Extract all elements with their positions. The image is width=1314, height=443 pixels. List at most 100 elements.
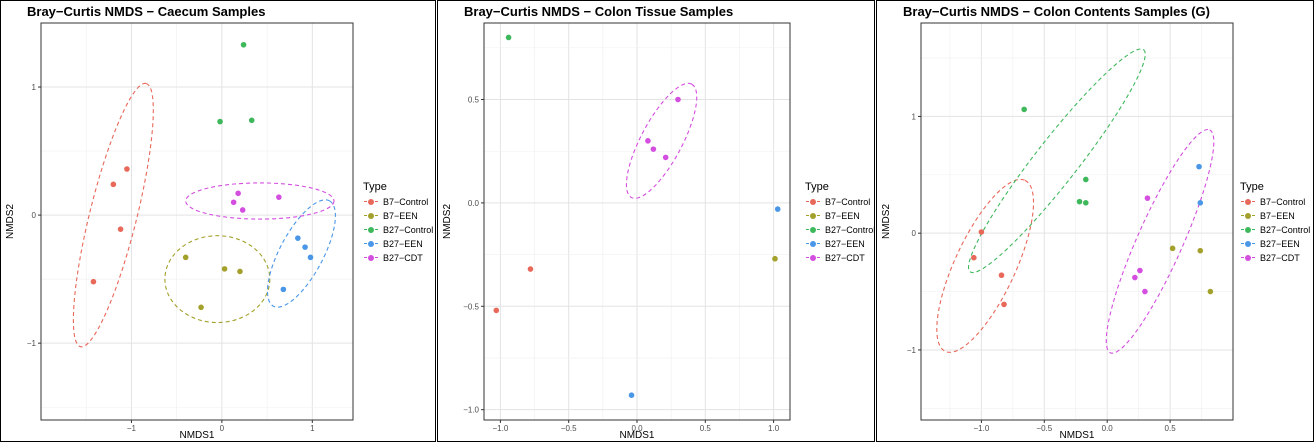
legend-label: B7−Control bbox=[383, 197, 429, 207]
data-point bbox=[240, 41, 247, 48]
data-point bbox=[1132, 274, 1138, 281]
y-tick-label: 1 bbox=[912, 112, 917, 121]
x-axis-label: NMDS1 bbox=[179, 430, 214, 441]
data-point bbox=[239, 207, 246, 213]
y-axis-label: NMDS2 bbox=[5, 204, 16, 239]
legend-dot bbox=[810, 227, 816, 233]
legend-item: B27−EEN bbox=[805, 237, 875, 251]
y-axis-label: NMDS2 bbox=[442, 204, 453, 239]
gridlines bbox=[484, 23, 790, 420]
data-point bbox=[198, 304, 204, 311]
data-point bbox=[307, 254, 314, 261]
legend-item: B27−CDT bbox=[363, 251, 433, 265]
data-layer bbox=[493, 34, 781, 398]
data-point bbox=[1196, 163, 1202, 170]
legend-key bbox=[805, 238, 821, 250]
y-tick-label: 0.0 bbox=[468, 199, 480, 208]
data-point bbox=[662, 154, 669, 161]
legend-label: B27−EEN bbox=[383, 239, 423, 249]
data-point bbox=[221, 266, 228, 272]
legend-dot bbox=[368, 213, 374, 219]
legend-item: B7−EEN bbox=[805, 209, 875, 223]
data-point bbox=[527, 266, 534, 272]
legend-dot bbox=[368, 199, 374, 205]
data-point bbox=[235, 190, 241, 197]
x-tick-label: −1.0 bbox=[492, 424, 508, 433]
legend-dot bbox=[810, 213, 816, 219]
x-tick-label: 0 bbox=[220, 424, 225, 433]
chart-panel-caecum: −1 0 1 −1 0 1 NMDS1 NMDS2 Bray−Curtis NMDS − Ca… bbox=[0, 0, 436, 442]
legend-label: B27−EEN bbox=[1260, 239, 1300, 249]
chart-title: Bray−Curtis NMDS − Colon Contents Sample… bbox=[903, 4, 1210, 19]
legend-dot bbox=[1245, 241, 1251, 247]
x-tick-label: −0.5 bbox=[1036, 424, 1052, 433]
confidence-ellipse bbox=[164, 235, 271, 324]
data-point bbox=[650, 146, 657, 152]
data-point bbox=[280, 286, 287, 293]
data-point bbox=[117, 226, 124, 232]
legend-item: B7−Control bbox=[1240, 195, 1310, 209]
legend-key bbox=[363, 238, 379, 250]
chart-panel-colon-tissue: −1.0 −0.5 0.0 0.5 1.0 −1.0 −0.5 0.0 0.5 NMDS1 NMDS… bbox=[437, 0, 875, 442]
legend-label: B7−EEN bbox=[1260, 211, 1295, 221]
plot-colon-contents: −1.0 −0.5 0.0 0.5 −1 0 1 NMDS1 NMDS2 bbox=[881, 22, 1234, 441]
legend-label: B27−EEN bbox=[825, 239, 865, 249]
legend-key bbox=[805, 210, 821, 222]
data-point bbox=[1169, 245, 1176, 252]
legend-label: B7−EEN bbox=[383, 211, 418, 221]
legend-item: B27−EEN bbox=[363, 237, 433, 251]
plot-caecum: −1 0 1 −1 0 1 NMDS1 NMDS2 bbox=[5, 22, 354, 441]
data-point bbox=[774, 206, 781, 212]
data-point bbox=[1083, 176, 1089, 183]
x-axis-label: NMDS1 bbox=[1059, 430, 1094, 441]
x-tick-label: 0.5 bbox=[1165, 424, 1177, 433]
data-point bbox=[276, 194, 282, 200]
legend-key bbox=[805, 196, 821, 208]
data-point bbox=[505, 34, 512, 41]
legend-dot bbox=[1245, 199, 1251, 205]
data-point bbox=[1001, 301, 1007, 308]
data-point bbox=[1197, 200, 1204, 206]
legend-title: Type bbox=[805, 181, 829, 193]
data-point bbox=[217, 118, 223, 125]
legend-label: B7−EEN bbox=[825, 211, 860, 221]
data-point bbox=[1137, 267, 1143, 274]
y-tick-label: −1 bbox=[27, 339, 37, 348]
legend: Type B7−Control B7−EEN B27−Control B27−EEN B… bbox=[805, 181, 875, 265]
legend-key bbox=[363, 210, 379, 222]
data-point bbox=[230, 199, 237, 206]
y-tick-label: −0.5 bbox=[463, 302, 479, 311]
legend-key bbox=[1240, 252, 1256, 264]
legend-dot bbox=[1245, 255, 1251, 261]
legend-label: B27−Control bbox=[383, 225, 434, 235]
data-point bbox=[493, 307, 500, 314]
data-layer bbox=[72, 41, 336, 348]
data-point bbox=[302, 244, 308, 250]
legend-label: B27−CDT bbox=[383, 253, 423, 263]
y-tick-label: 0.5 bbox=[468, 96, 480, 105]
data-point bbox=[1021, 106, 1027, 113]
legend-dot bbox=[810, 255, 816, 261]
legend-key bbox=[805, 252, 821, 264]
legend: Type B7−Control B7−EEN B27−Control B27−EEN B… bbox=[363, 181, 433, 265]
legend-item: B27−EEN bbox=[1240, 237, 1310, 251]
confidence-ellipse bbox=[625, 82, 698, 199]
data-point bbox=[645, 138, 651, 144]
legend-item: B27−CDT bbox=[805, 251, 875, 265]
chart-panel-colon-contents: −1.0 −0.5 0.0 0.5 −1 0 1 NMDS1 NMDS2 Bray−Curtis… bbox=[876, 0, 1314, 442]
legend: Type B7−Control B7−EEN B27−Control B27−EEN B… bbox=[1240, 181, 1310, 265]
legend-item: B7−EEN bbox=[363, 209, 433, 223]
chart-title: Bray−Curtis NMDS − Caecum Samples bbox=[27, 4, 266, 19]
legend-dot bbox=[368, 227, 374, 233]
data-point bbox=[110, 181, 117, 188]
legend-key bbox=[363, 196, 379, 208]
data-point bbox=[998, 272, 1005, 279]
x-tick-label: 0.0 bbox=[631, 424, 643, 433]
plot-colon-tissue: −1.0 −0.5 0.0 0.5 1.0 −1.0 −0.5 0.0 0.5 NMDS1 NMDS… bbox=[442, 22, 791, 441]
data-point bbox=[237, 268, 243, 275]
legend-label: B27−Control bbox=[1260, 225, 1311, 235]
data-point bbox=[1207, 288, 1214, 295]
legend-key bbox=[1240, 224, 1256, 236]
gridlines bbox=[921, 23, 1233, 420]
y-axis-label: NMDS2 bbox=[881, 204, 892, 239]
